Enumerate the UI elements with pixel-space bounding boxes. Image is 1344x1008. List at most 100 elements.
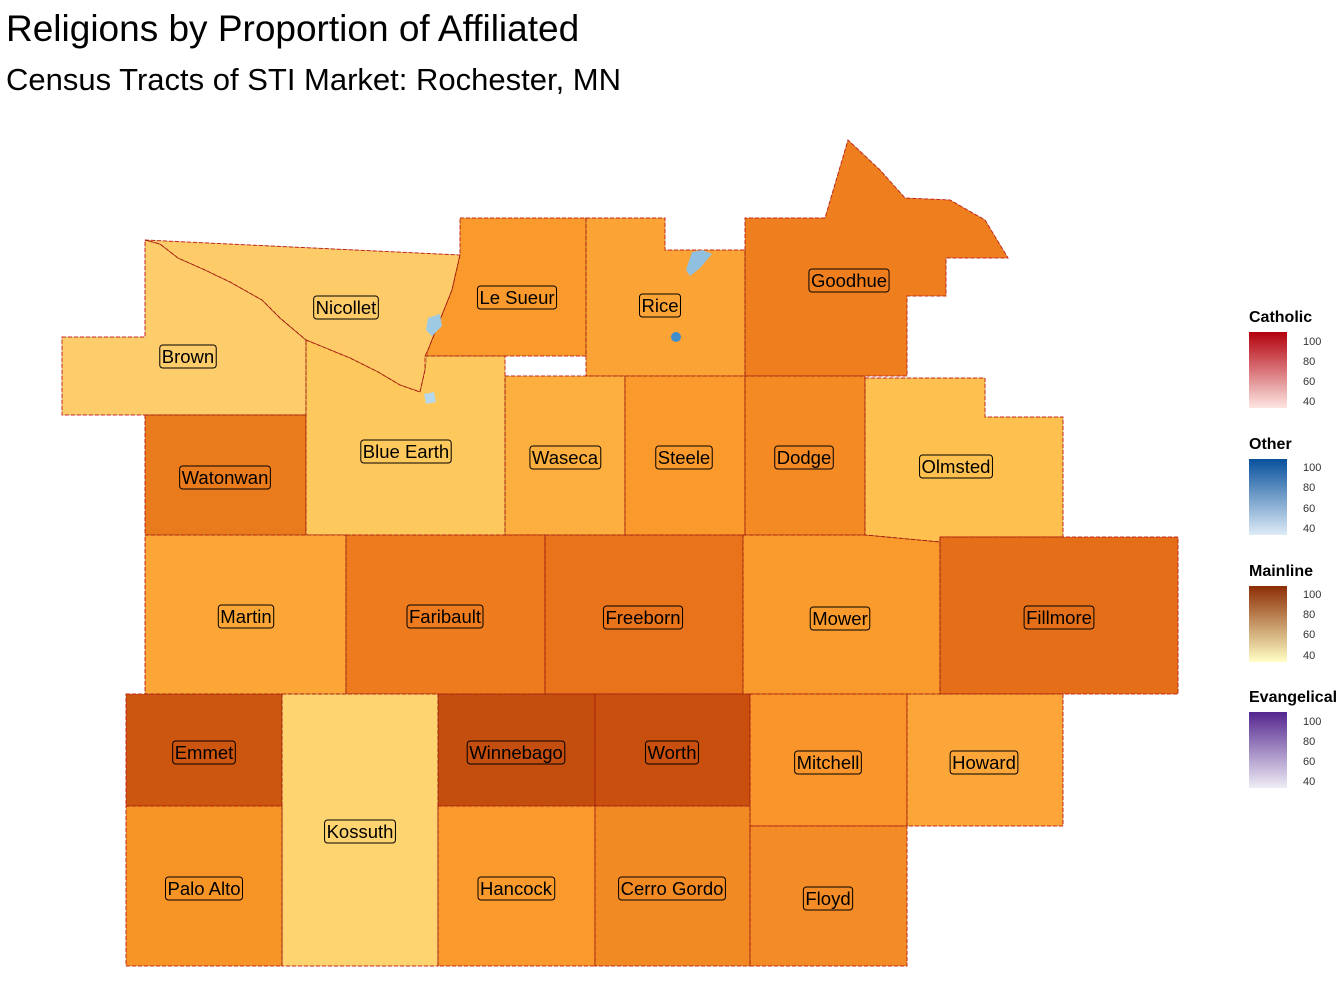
market-outline — [61, 139, 1179, 967]
county-label-box — [360, 439, 452, 464]
legend-evangelical-tick: 80 — [1303, 736, 1316, 748]
county-label-box — [159, 344, 217, 369]
county-label-box — [655, 445, 713, 470]
county-label-text: Mower — [812, 608, 868, 629]
legend-other-tick: 60 — [1303, 503, 1316, 515]
county-label-text: Palo Alto — [167, 878, 240, 899]
county-label-emmet: Emmet — [172, 740, 236, 765]
county-label-text: Rice — [641, 295, 678, 316]
county-label-cerro-gordo: Cerro Gordo — [618, 876, 726, 901]
legend-other-title: Other — [1249, 436, 1292, 453]
county-label-text: Le Sueur — [479, 287, 554, 308]
county-label-text: Winnebago — [469, 742, 563, 763]
county-label-blue-earth: Blue Earth — [360, 439, 452, 464]
legend-other: Other 100 80 60 40 — [1249, 436, 1321, 535]
county-edge — [742, 534, 941, 695]
county-edge — [744, 375, 866, 536]
county-label-brown: Brown — [159, 344, 217, 369]
county-edge — [906, 693, 1064, 827]
county-label-faribault: Faribault — [406, 604, 484, 629]
county-nicollet — [144, 239, 461, 393]
county-label-box — [809, 606, 871, 631]
county-label-text: Freeborn — [605, 607, 680, 628]
county-edge — [437, 805, 596, 967]
county-label-box — [172, 740, 236, 765]
county-label-text: Faribault — [409, 606, 481, 627]
county-label-text: Nicollet — [316, 297, 377, 318]
county-label-box — [313, 295, 379, 320]
legend-other-tick: 100 — [1303, 462, 1322, 474]
county-label-steele: Steele — [655, 445, 713, 470]
county-label-box — [808, 268, 890, 293]
county-label-box — [477, 876, 556, 901]
county-edge — [144, 414, 307, 536]
legend-catholic: Catholic 100 80 60 40 — [1249, 309, 1321, 408]
county-edge — [744, 139, 1009, 377]
county-edge — [144, 534, 347, 695]
legend-catholic-colorbar — [1249, 332, 1287, 408]
legend-mainline: Mainline 100 80 60 40 — [1249, 563, 1321, 662]
legend-mainline-tick: 80 — [1303, 609, 1316, 621]
county-label-box — [476, 285, 558, 310]
county-label-text: Mitchell — [797, 752, 860, 773]
county-label-nicollet: Nicollet — [313, 295, 379, 320]
county-label-text: Emmet — [175, 742, 234, 763]
county-edge — [437, 693, 596, 807]
county-label-fillmore: Fillmore — [1023, 605, 1095, 630]
county-edge — [624, 375, 746, 536]
legend-other-tick: 40 — [1303, 523, 1316, 535]
county-label-box — [164, 876, 244, 901]
county-label-text: Steele — [658, 447, 710, 468]
county-label-text: Blue Earth — [363, 441, 449, 462]
legend-evangelical: Evangelical 100 80 60 40 — [1249, 689, 1337, 788]
county-label-text: Howard — [952, 752, 1016, 773]
county-shapes — [61, 139, 1179, 967]
county-edge — [125, 805, 283, 967]
county-label-text: Brown — [162, 346, 214, 367]
county-goodhue — [744, 139, 1009, 377]
legend-mainline-tick: 60 — [1303, 629, 1316, 641]
county-label-box — [919, 454, 993, 479]
county-label-text: Fillmore — [1026, 607, 1092, 628]
county-label-watonwan: Watonwan — [179, 465, 271, 490]
chart-subtitle: Census Tracts of STI Market: Rochester, … — [6, 62, 622, 97]
county-edge — [864, 377, 1064, 543]
legend-other-tick: 80 — [1303, 482, 1316, 494]
county-label-box — [774, 445, 834, 470]
lake-blue-earth — [424, 392, 436, 404]
county-label-box — [1023, 605, 1095, 630]
county-label-hancock: Hancock — [477, 876, 556, 901]
county-label-winnebago: Winnebago — [466, 740, 566, 765]
county-label-text: Worth — [647, 742, 696, 763]
lake-rice-north — [686, 250, 712, 276]
county-label-text: Waseca — [532, 447, 599, 468]
county-edge — [749, 693, 908, 827]
county-label-palo-alto: Palo Alto — [164, 876, 244, 901]
county-label-text: Dodge — [777, 447, 832, 468]
county-edge — [305, 339, 506, 536]
legend-catholic-tick: 100 — [1303, 336, 1322, 348]
county-edge — [504, 375, 626, 536]
county-label-text: Kossuth — [327, 821, 394, 842]
county-label-box — [638, 293, 682, 318]
legend-catholic-tick: 80 — [1303, 356, 1316, 368]
county-label-text: Hancock — [480, 878, 553, 899]
county-label-worth: Worth — [644, 740, 700, 765]
legend-mainline-colorbar — [1249, 586, 1287, 662]
county-brown — [61, 239, 307, 416]
county-label-box — [179, 465, 271, 490]
legend-evangelical-tick: 60 — [1303, 756, 1316, 768]
county-label-box — [949, 750, 1019, 775]
county-edge — [424, 217, 587, 357]
legend-catholic-tick: 40 — [1303, 396, 1316, 408]
legend-mainline-title: Mainline — [1249, 563, 1314, 580]
county-edge — [749, 825, 908, 967]
county-label-mitchell: Mitchell — [794, 750, 862, 775]
legend-evangelical-tick: 100 — [1303, 716, 1322, 728]
county-label-le-sueur: Le Sueur — [476, 285, 558, 310]
county-edge — [544, 534, 744, 695]
county-label-box — [802, 886, 854, 911]
county-label-dodge: Dodge — [774, 445, 834, 470]
county-edge — [281, 693, 439, 967]
county-label-text: Cerro Gordo — [621, 878, 724, 899]
